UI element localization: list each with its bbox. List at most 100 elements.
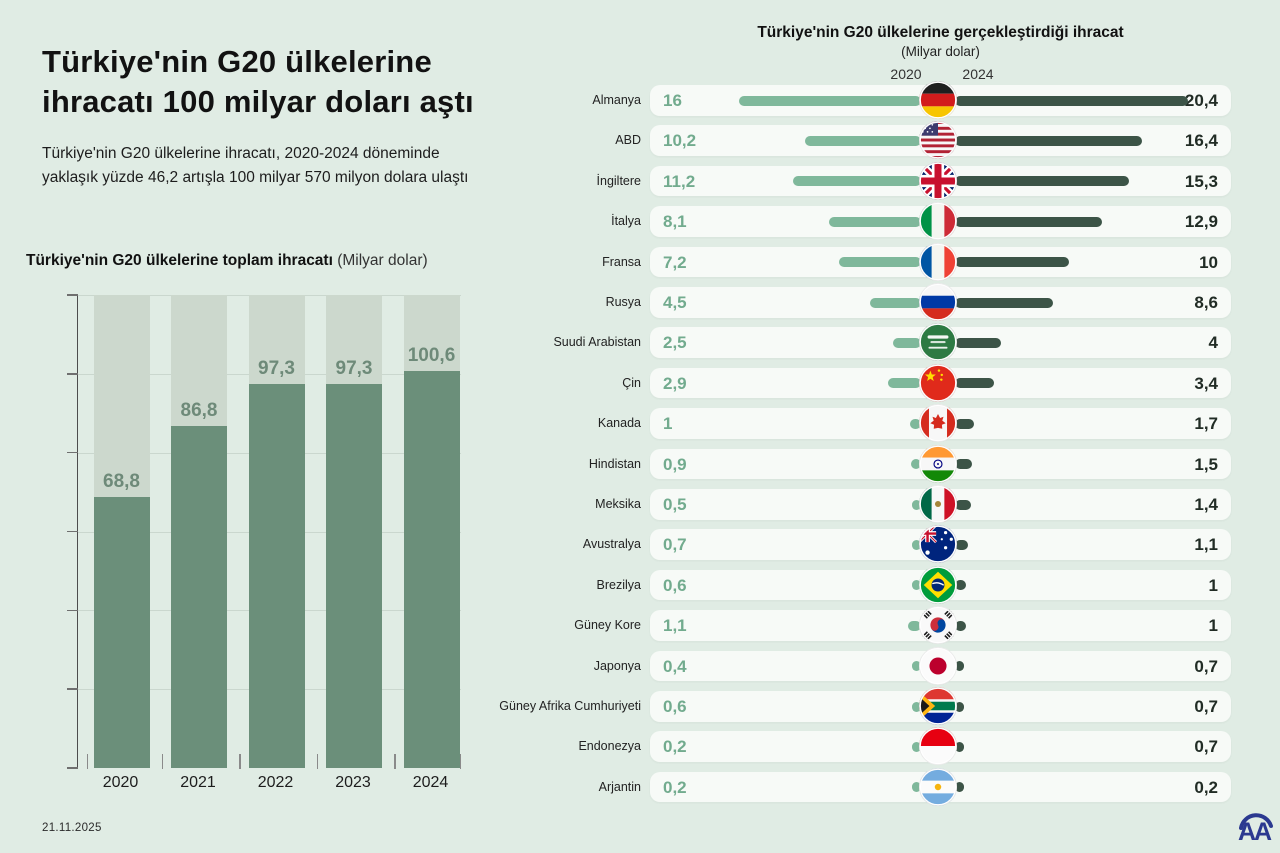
bar-2020 — [912, 539, 921, 550]
x-axis-tick-mark — [459, 754, 461, 769]
bar-2020 — [912, 580, 921, 591]
bar-2020 — [912, 741, 921, 752]
y-axis-tick-mark — [67, 451, 78, 454]
x-axis-tick-mark — [86, 754, 88, 769]
bar-2024 — [955, 580, 967, 591]
g20-exports-list-unit: (Milyar dolar) — [901, 44, 980, 59]
value-2024-label: 1,4 — [1194, 495, 1218, 514]
flag-australia-icon — [919, 525, 957, 564]
value-2024-label: 0,7 — [1194, 737, 1218, 757]
country-row: İtalya 8,1 12,9 — [611, 202, 1231, 241]
bar-2024 — [955, 95, 1188, 106]
country-label: Arjantin — [598, 779, 641, 794]
bar-2020 — [909, 418, 921, 429]
country-label: Fransa — [602, 254, 641, 269]
g20-exports-list-title: Türkiye'nin G20 ülkelerine gerçekleştird… — [757, 24, 1124, 41]
bar-2020 — [887, 378, 921, 389]
bar-2024 — [955, 418, 975, 429]
country-label: İngiltere — [596, 173, 641, 188]
bar-2020 — [912, 701, 921, 712]
country-label: Güney Afrika Cumhuriyeti — [499, 699, 641, 713]
country-label: Suudi Arabistan — [553, 335, 641, 350]
x-axis-tick-mark — [239, 754, 241, 769]
column-header-2020: 2020 — [890, 66, 922, 82]
flag-india-icon — [919, 444, 957, 483]
country-label: Endonezya — [578, 739, 641, 754]
country-label: Rusya — [605, 295, 641, 309]
country-label: Kanada — [597, 416, 641, 431]
value-2024-label: 0,7 — [1194, 656, 1218, 676]
value-2020-label: 0,2 — [663, 777, 687, 797]
value-2024-label: 0,7 — [1194, 697, 1218, 716]
value-2024-label: 1,1 — [1194, 535, 1218, 555]
value-2024-label: 1,5 — [1194, 454, 1218, 474]
bar-2020 — [892, 337, 921, 348]
x-axis-tick-mark — [394, 754, 396, 769]
country-row: Arjantin 0,2 0,2 — [599, 767, 1231, 806]
bar-2024 — [955, 297, 1054, 308]
x-axis-category-label: 2022 — [257, 774, 294, 791]
value-2020-label: 0,2 — [663, 737, 687, 757]
value-2024-label: 15,3 — [1184, 171, 1218, 191]
country-label: Hindistan — [588, 456, 641, 471]
page-title: Türkiye'nin G20 ülkelerine ihracatı 100 … — [42, 44, 474, 120]
value-2024-label: 1 — [1208, 575, 1218, 595]
publication-date: 21.11.2025 — [42, 822, 102, 834]
bar-2020 — [869, 297, 921, 308]
flag-canada-icon — [919, 404, 957, 443]
value-2020-label: 0,9 — [663, 454, 687, 474]
flag-south-korea-icon — [919, 606, 957, 645]
bar-2024 — [955, 620, 967, 631]
country-row: Güney Kore 1,1 1 — [574, 606, 1231, 645]
bar-value-label: 68,8 — [103, 470, 140, 492]
page-subtitle: Türkiye'nin G20 ülkelerine ihracatı, 202… — [42, 145, 469, 187]
y-axis-tick-mark — [67, 294, 78, 296]
y-axis-tick-mark — [67, 688, 78, 690]
flag-france-icon — [919, 242, 957, 281]
total-export-bar — [171, 425, 227, 768]
value-2020-label: 0,7 — [663, 535, 687, 555]
bar-2024 — [955, 741, 964, 752]
country-row: Meksika 0,5 1,4 — [595, 485, 1231, 523]
value-2020-label: 1 — [663, 414, 673, 434]
bar-2020 — [828, 216, 921, 227]
value-2024-label: 20,4 — [1184, 91, 1218, 110]
country-row: Suudi Arabistan 2,5 4 — [553, 323, 1231, 362]
bar-2020 — [804, 135, 921, 146]
bar-2020 — [738, 95, 921, 106]
bar-value-label: 97,3 — [335, 358, 373, 380]
country-row: Çin 2,9 3,4 — [622, 363, 1231, 402]
country-row: Güney Afrika Cumhuriyeti 0,6 0,7 — [499, 687, 1231, 725]
svg-text:A: A — [1238, 818, 1256, 846]
anadolu-agency-logo-icon: A A — [1234, 804, 1278, 848]
value-2020-label: 0,4 — [663, 656, 687, 676]
value-2020-label: 0,6 — [663, 697, 687, 716]
country-label: Almanya — [592, 93, 641, 107]
bar-2024 — [955, 539, 968, 550]
country-label: Avustralya — [582, 537, 641, 552]
country-row: Almanya 16 20,4 — [592, 81, 1231, 119]
value-2024-label: 0,2 — [1194, 777, 1218, 797]
total-export-bar — [326, 384, 382, 768]
value-2024-label: 16,4 — [1184, 131, 1218, 151]
bar-2024 — [955, 135, 1142, 146]
bar-2020 — [838, 257, 921, 268]
total-exports-chart-title: Türkiye'nin G20 ülkelerine toplam ihraca… — [26, 252, 428, 270]
flag-usa-icon — [919, 121, 957, 160]
y-axis-tick-mark — [67, 530, 78, 533]
value-2020-label: 0,6 — [663, 575, 687, 595]
country-label: İtalya — [611, 214, 641, 229]
x-axis-tick-mark — [316, 754, 319, 769]
y-axis-tick-mark — [67, 373, 78, 375]
value-2020-label: 16 — [663, 91, 682, 110]
country-row: Avustralya 0,7 1,1 — [583, 525, 1231, 564]
x-axis-category-label: 2020 — [102, 774, 139, 791]
bar-2024 — [955, 701, 964, 712]
total-export-bar — [403, 371, 460, 768]
bar-2024 — [955, 499, 971, 510]
flag-saudi-arabia-icon — [919, 323, 957, 362]
bar-value-label: 97,3 — [258, 358, 295, 380]
flag-uk-icon — [919, 161, 957, 200]
